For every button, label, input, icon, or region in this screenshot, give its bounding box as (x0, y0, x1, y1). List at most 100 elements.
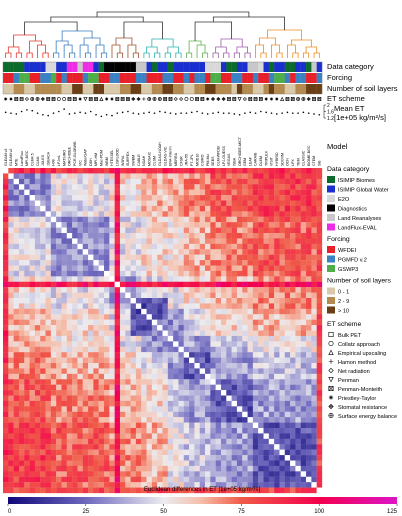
heatmap-cell (135, 184, 142, 190)
heatmap-cell (151, 460, 158, 467)
heatmap-cell (205, 352, 211, 358)
heatmap-cell (72, 270, 78, 277)
heatmap-cell (311, 428, 317, 434)
heatmap-cell (24, 292, 30, 299)
heatmap-cell (82, 195, 89, 201)
heatmap-cell (194, 216, 200, 223)
heatmap-cell (34, 449, 41, 456)
heatmap-cell (130, 200, 137, 207)
heatmap-cell (77, 195, 83, 201)
heatmap-cell (29, 363, 36, 369)
heatmap-cell (13, 265, 20, 272)
heatmap-cell (189, 270, 195, 277)
heatmap-cell (109, 195, 115, 201)
heatmap-cell (3, 395, 9, 402)
heatmap-cell (82, 471, 89, 477)
heatmap-cell (24, 270, 30, 277)
heatmap-cell (311, 357, 317, 364)
heatmap-cell (8, 335, 14, 342)
heatmap-cell (306, 395, 312, 402)
heatmap-cell (34, 238, 41, 244)
heatmap-cell (274, 346, 280, 353)
heatmap-cell (146, 168, 153, 174)
heatmap-cell (274, 325, 280, 331)
heatmap-cell (82, 487, 89, 494)
heatmap-cell (258, 270, 264, 277)
heatmap-cell (18, 173, 25, 179)
heatmap-cell (45, 395, 51, 402)
asterisk-icon (78, 97, 82, 101)
heatmap-cell (252, 276, 259, 282)
heatmap-cell (316, 438, 323, 445)
heatmap-cell (199, 292, 206, 299)
heatmap-cell (119, 352, 126, 358)
boxed-x-icon (200, 97, 205, 101)
heatmap-cell (199, 400, 206, 407)
heatmap-cell (66, 428, 73, 434)
heatmap-cell (189, 189, 195, 196)
heatmap-cell (268, 428, 275, 434)
heatmap-cell (226, 168, 232, 174)
heatmap-cell (29, 438, 36, 445)
heatmap-cell (114, 465, 121, 472)
heatmap-cell (135, 238, 142, 244)
heatmap-cell (151, 465, 158, 472)
heatmap-cell (210, 308, 216, 315)
heatmap-cell (40, 471, 46, 477)
heatmap-cell (252, 168, 259, 174)
heatmap-cell (98, 216, 105, 223)
heatmap-cell (316, 314, 323, 320)
heatmap-cell (252, 216, 259, 223)
heatmap-cell (242, 330, 248, 337)
heatmap-cell (279, 390, 285, 396)
heatmap-cell (34, 292, 41, 299)
dendrogram-branch (212, 16, 285, 30)
heatmap-cell (109, 438, 115, 445)
column-label: JSBACH (46, 151, 50, 166)
heatmap-cell (268, 265, 275, 272)
heatmap-cell (3, 200, 9, 207)
heatmap-cell (3, 298, 9, 304)
heatmap-cell (157, 178, 163, 185)
heatmap-cell (263, 287, 269, 293)
heatmap-cell (8, 433, 14, 439)
heatmap-cell (29, 384, 36, 391)
heatmap-cell (29, 216, 36, 223)
heatmap-cell (45, 238, 51, 244)
mean-et-point (222, 112, 225, 114)
heatmap-cell (210, 422, 216, 429)
heatmap-cell (242, 216, 248, 223)
heatmap-cell (316, 411, 323, 418)
heatmap-cell (130, 460, 137, 467)
annotation-cell (268, 73, 275, 83)
heatmap-cell (247, 352, 254, 358)
heatmap-cell (274, 384, 280, 391)
heatmap-cell (56, 260, 62, 266)
heatmap-cell (82, 205, 89, 212)
heatmap-cell (210, 314, 216, 320)
heatmap-cell (125, 422, 131, 429)
heatmap-cell (61, 173, 67, 179)
heatmap-cell (98, 373, 105, 380)
heatmap-cell (263, 482, 269, 488)
column-label: DLEM (259, 156, 263, 166)
heatmap-cell (125, 471, 131, 477)
heatmap-cell (189, 449, 195, 456)
boxed-x-icon (290, 97, 295, 101)
heatmap-cell (109, 238, 115, 244)
heatmap-cell (183, 417, 190, 423)
heatmap-cell (183, 292, 190, 299)
heatmap-cell (82, 465, 89, 472)
heatmap-cell (40, 346, 46, 353)
heatmap-cell (109, 211, 115, 217)
heatmap-cell (316, 330, 323, 337)
heatmap-cell (300, 449, 307, 456)
heatmap-cell (295, 238, 301, 244)
heatmap-cell (93, 346, 99, 353)
heatmap-cell (231, 260, 238, 266)
annotation-cell (40, 84, 46, 94)
heatmap-cell (178, 308, 184, 315)
heatmap-cell (199, 487, 206, 494)
heatmap-cell (130, 178, 137, 185)
heatmap-cell (178, 178, 184, 185)
